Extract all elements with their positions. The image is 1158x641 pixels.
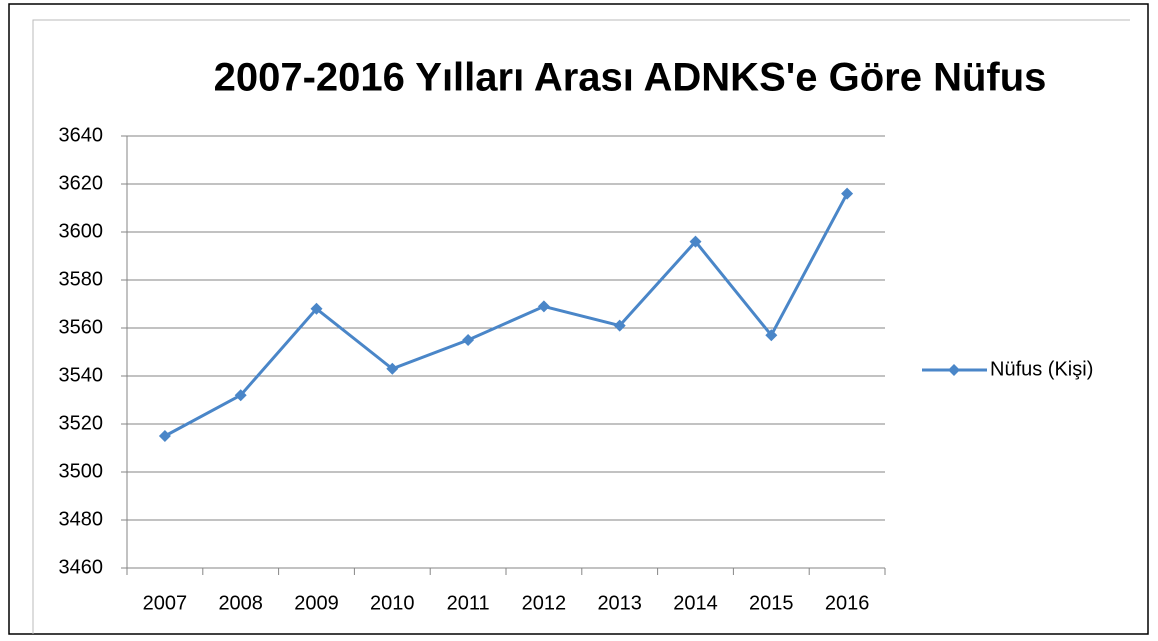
data-point xyxy=(765,329,778,342)
y-tick-label: 3500 xyxy=(59,460,104,482)
legend-label: Nüfus (Kişi) xyxy=(990,358,1093,380)
legend-marker xyxy=(948,364,960,376)
y-tick-label: 3520 xyxy=(59,412,104,434)
y-tick-label: 3480 xyxy=(59,508,104,530)
y-tick-label: 3460 xyxy=(59,556,104,578)
x-tick-label: 2010 xyxy=(370,592,415,614)
chart-area-border xyxy=(32,19,1130,634)
data-line xyxy=(164,192,849,438)
x-tick-label: 2007 xyxy=(143,592,188,614)
data-point xyxy=(386,362,399,375)
x-tick-label: 2011 xyxy=(447,592,490,614)
chart-frame xyxy=(8,3,1149,635)
chart-title: 2007-2016 Yılları Arası ADNKS'e Göre Nüf… xyxy=(214,56,1047,100)
y-tick-label: 3620 xyxy=(59,172,104,194)
y-tick-label: 3560 xyxy=(59,316,104,338)
x-tick-label: 2009 xyxy=(294,592,339,614)
data-point xyxy=(462,334,475,346)
x-tick-label: 2012 xyxy=(522,592,567,614)
x-tick-label: 2016 xyxy=(825,592,870,614)
x-tick-label: 2013 xyxy=(597,592,642,614)
x-tick-label: 2008 xyxy=(218,592,263,614)
data-point xyxy=(310,302,323,315)
x-tick-label: 2015 xyxy=(749,592,794,614)
data-point xyxy=(841,187,854,200)
x-tick-label: 2014 xyxy=(673,592,718,614)
data-point xyxy=(158,430,171,442)
data-point xyxy=(234,389,247,402)
data-point xyxy=(613,319,626,332)
data-point xyxy=(689,235,702,248)
y-tick-label: 3600 xyxy=(59,220,104,242)
data-point xyxy=(537,300,550,313)
y-tick-label: 3540 xyxy=(59,364,104,386)
y-tick-label: 3580 xyxy=(59,268,104,290)
y-tick-label: 3640 xyxy=(59,124,104,146)
